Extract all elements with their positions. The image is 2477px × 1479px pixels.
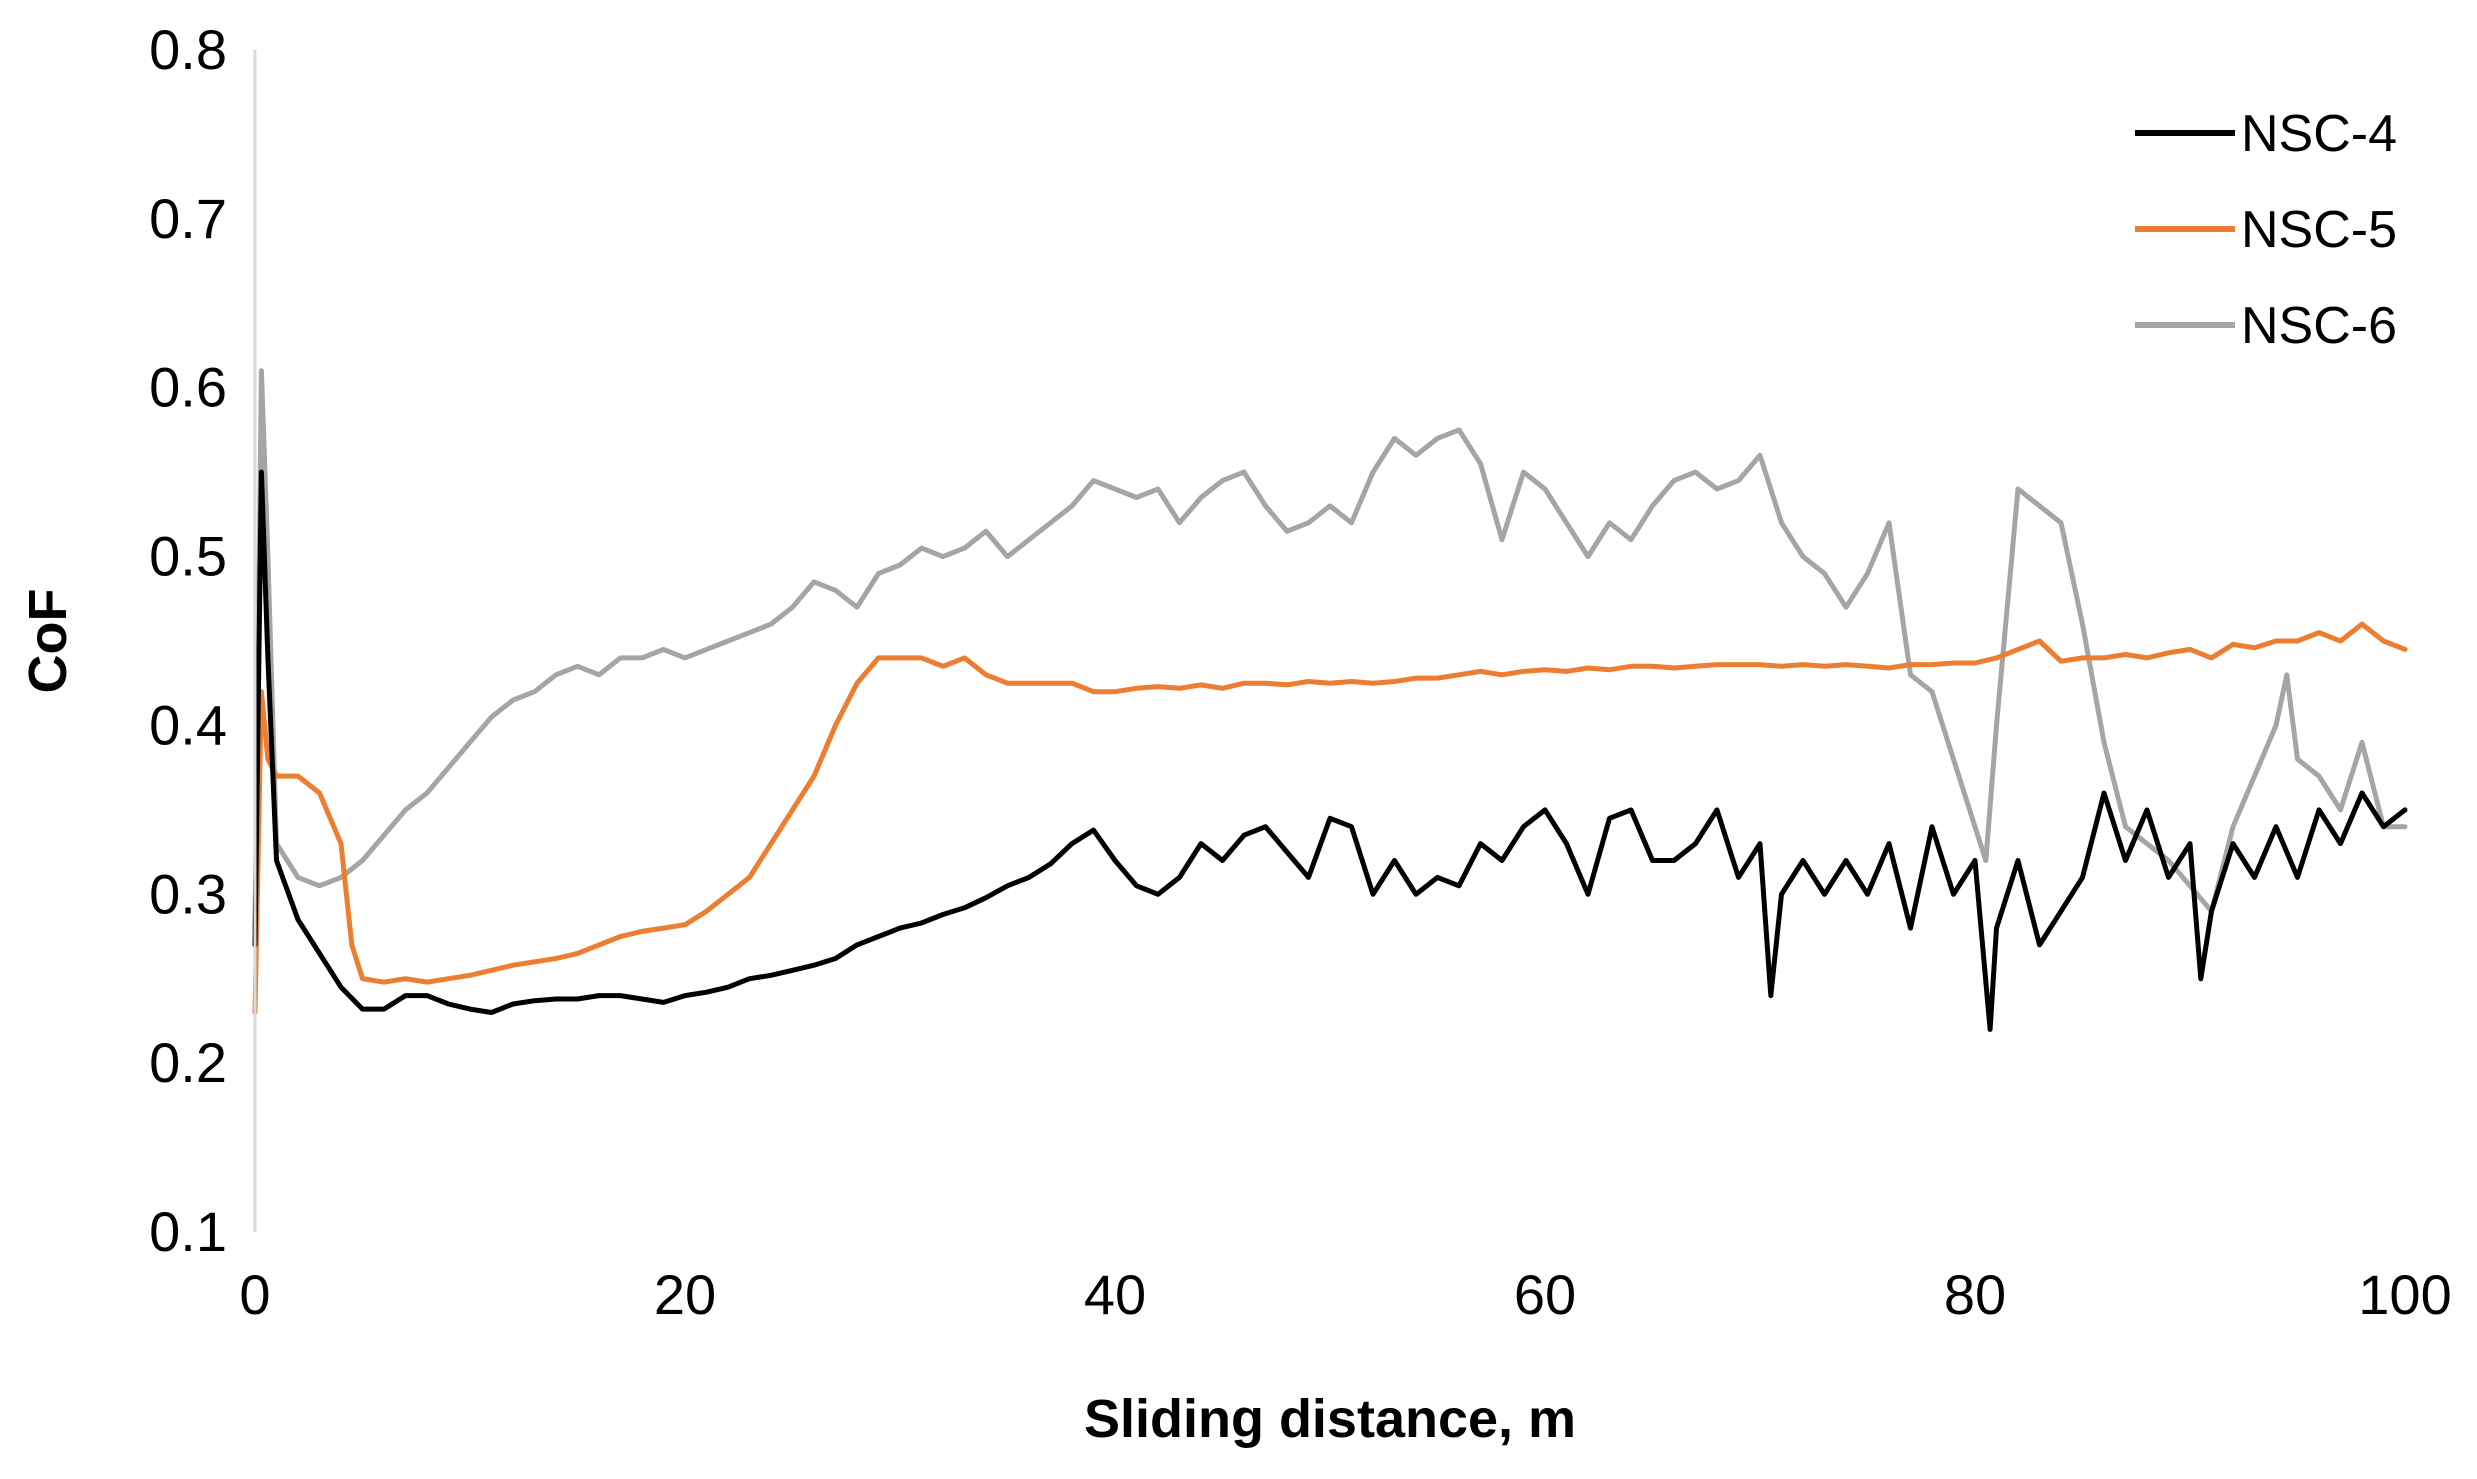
y-tick-label: 0.2 (149, 1031, 227, 1094)
legend-label: NSC-6 (2241, 297, 2397, 355)
series-line-nsc-6 (252, 368, 2408, 931)
x-tick-label: 20 (654, 1263, 716, 1326)
x-tick-label: 60 (1514, 1263, 1576, 1326)
series-line-nsc-4 (252, 469, 2408, 1032)
x-tick-label: 40 (1084, 1263, 1146, 1326)
x-tick-label: 100 (2358, 1263, 2451, 1326)
legend-label: NSC-5 (2241, 201, 2397, 259)
legend: NSC-4 NSC-5 NSC-6 (2135, 105, 2397, 355)
x-axis-title: Sliding distance, m (1084, 1389, 1576, 1449)
y-tick-label: 0.8 (149, 18, 227, 81)
x-tick-label: 80 (1944, 1263, 2006, 1326)
y-tick-label: 0.1 (149, 1200, 227, 1263)
y-axis-title: CoF (18, 589, 78, 694)
plot-lines (252, 368, 2408, 1032)
y-tick-label: 0.3 (149, 862, 227, 925)
y-tick-label: 0.7 (149, 187, 227, 250)
y-tick-label: 0.5 (149, 525, 227, 588)
y-axis-ticks: 0.1 0.2 0.3 0.4 0.5 0.6 0.7 0.8 (149, 18, 227, 1263)
y-tick-label: 0.6 (149, 356, 227, 419)
x-tick-label: 0 (239, 1263, 270, 1326)
legend-label: NSC-4 (2241, 105, 2397, 163)
series-line-nsc-5 (252, 621, 2408, 1015)
y-tick-label: 0.4 (149, 693, 227, 756)
x-axis-ticks: 0 20 40 60 80 100 (239, 1263, 2451, 1326)
